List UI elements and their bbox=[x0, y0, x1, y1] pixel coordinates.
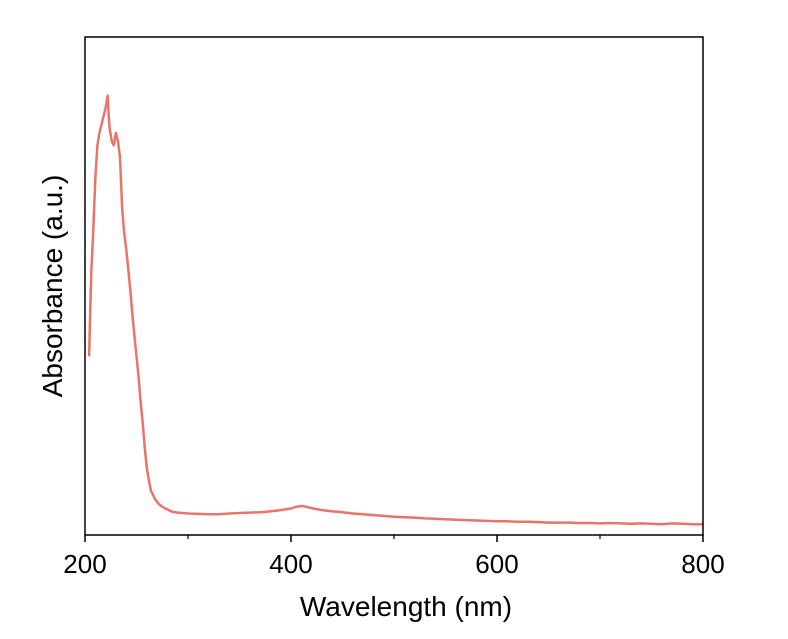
x-axis: 200 400 600 800 bbox=[63, 535, 725, 579]
plot-frame bbox=[84, 36, 704, 536]
x-axis-title: Wavelength (nm) bbox=[300, 591, 512, 622]
x-tick-label: 800 bbox=[681, 549, 724, 579]
x-tick-label: 200 bbox=[63, 549, 106, 579]
y-axis-title: Absorbance (a.u.) bbox=[37, 175, 68, 398]
series-line-0 bbox=[87, 94, 703, 526]
x-tick-label: 600 bbox=[475, 549, 518, 579]
plot-area bbox=[87, 94, 703, 526]
x-tick-label: 400 bbox=[269, 549, 312, 579]
